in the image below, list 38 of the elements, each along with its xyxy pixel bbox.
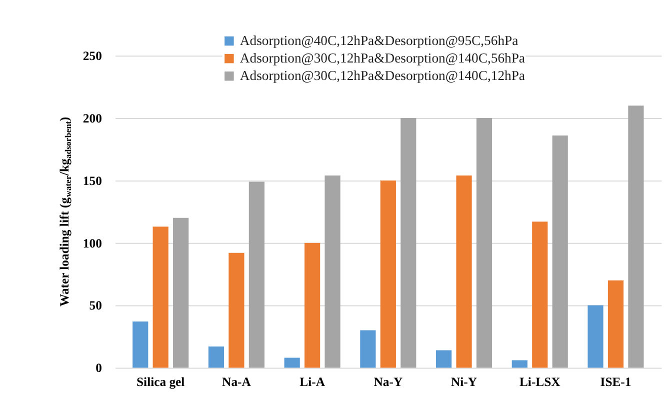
legend-label: Adsorption@30C,12hPa&Desorption@140C,56hPa: [240, 50, 525, 66]
bar: [304, 242, 320, 368]
bar: [324, 175, 340, 368]
y-tick-label: 250: [82, 49, 102, 64]
bar: [284, 358, 300, 368]
bar: [628, 106, 644, 368]
bar: [532, 222, 548, 368]
bar: [132, 322, 148, 368]
bar: [552, 136, 568, 368]
y-tick-label: 150: [82, 174, 102, 188]
bar: [152, 226, 168, 368]
bar: [248, 182, 264, 368]
x-tick-label: Na-A: [222, 374, 252, 389]
bar: [208, 346, 224, 368]
x-tick-label: Li-A: [300, 374, 326, 389]
y-tick-label: 0: [96, 361, 102, 376]
x-tick-label: Ni-Y: [451, 374, 478, 389]
bar: [512, 360, 528, 368]
bar: [608, 280, 624, 368]
bar: [228, 252, 244, 368]
x-tick-label: Na-Y: [374, 374, 403, 389]
legend-label: Adsorption@30C,12hPa&Desorption@140C,12hPa: [240, 68, 525, 84]
y-tick-label: 200: [82, 111, 102, 126]
bar: [173, 218, 189, 368]
y-tick-label: 100: [82, 236, 102, 250]
bar: [456, 175, 472, 368]
y-tick-label: 50: [89, 298, 102, 313]
x-tick-label: Silica gel: [136, 374, 186, 389]
bar: [588, 305, 604, 368]
bar: [476, 118, 492, 368]
bar: [360, 330, 376, 368]
y-axis-title: Water loading lift (gwater/kgadsorbent): [57, 116, 74, 307]
bar: [436, 350, 452, 368]
x-tick-label: ISE-1: [600, 374, 632, 389]
bar: [380, 180, 396, 368]
legend-label: Adsorption@40C,12hPa&Desorption@95C,56hPa: [240, 32, 518, 48]
bar: [400, 118, 416, 368]
x-tick-label: Li-LSX: [519, 374, 560, 389]
